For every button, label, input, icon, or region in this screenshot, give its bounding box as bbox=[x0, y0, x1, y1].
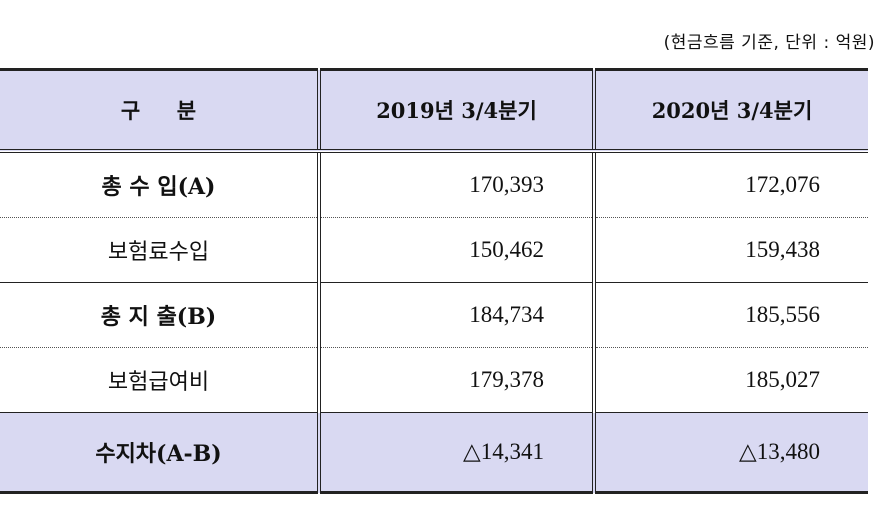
row-value-2020: 185,556 bbox=[592, 282, 868, 348]
table-row: 총 지 출(B) 184,734 185,556 bbox=[0, 282, 868, 348]
header-2020: 2020년 3/4분기 bbox=[592, 68, 868, 153]
header-category-label: 구 분 bbox=[120, 98, 197, 123]
finance-table: 구 분 2019년 3/4분기 2020년 3/4분기 총 수 입(A) 170… bbox=[0, 68, 868, 494]
total-value-2019: △14,341 bbox=[317, 412, 594, 494]
unit-note: (현금흐름 기준, 단위 : 억원) bbox=[663, 33, 875, 53]
header-2019: 2019년 3/4분기 bbox=[317, 68, 594, 153]
header-category: 구 분 bbox=[0, 68, 319, 153]
row-value-2020: 159,438 bbox=[592, 217, 868, 283]
row-label: 총 지 출(B) bbox=[0, 282, 319, 348]
row-label: 보험료수입 bbox=[0, 217, 319, 283]
row-label: 총 수 입(A) bbox=[0, 151, 319, 218]
row-value-2019: 179,378 bbox=[317, 347, 594, 413]
row-value-2019: 150,462 bbox=[317, 217, 594, 283]
row-value-2019: 184,734 bbox=[317, 282, 594, 348]
row-label: 보험급여비 bbox=[107, 370, 210, 395]
row-value-2020: 185,027 bbox=[592, 347, 868, 413]
total-row: 수지차(A-B) △14,341 △13,480 bbox=[0, 412, 868, 494]
row-value-2019: 170,393 bbox=[317, 151, 594, 218]
table-row: 보험료수입 150,462 159,438 bbox=[0, 217, 868, 283]
total-label: 수지차(A-B) bbox=[0, 412, 319, 494]
row-value-2020: 172,076 bbox=[592, 151, 868, 218]
table-header-row: 구 분 2019년 3/4분기 2020년 3/4분기 bbox=[0, 68, 868, 153]
table-row: 보험급여비 179,378 185,027 bbox=[0, 347, 868, 413]
total-value-2020: △13,480 bbox=[592, 412, 868, 494]
table-row: 총 수 입(A) 170,393 172,076 bbox=[0, 151, 868, 218]
